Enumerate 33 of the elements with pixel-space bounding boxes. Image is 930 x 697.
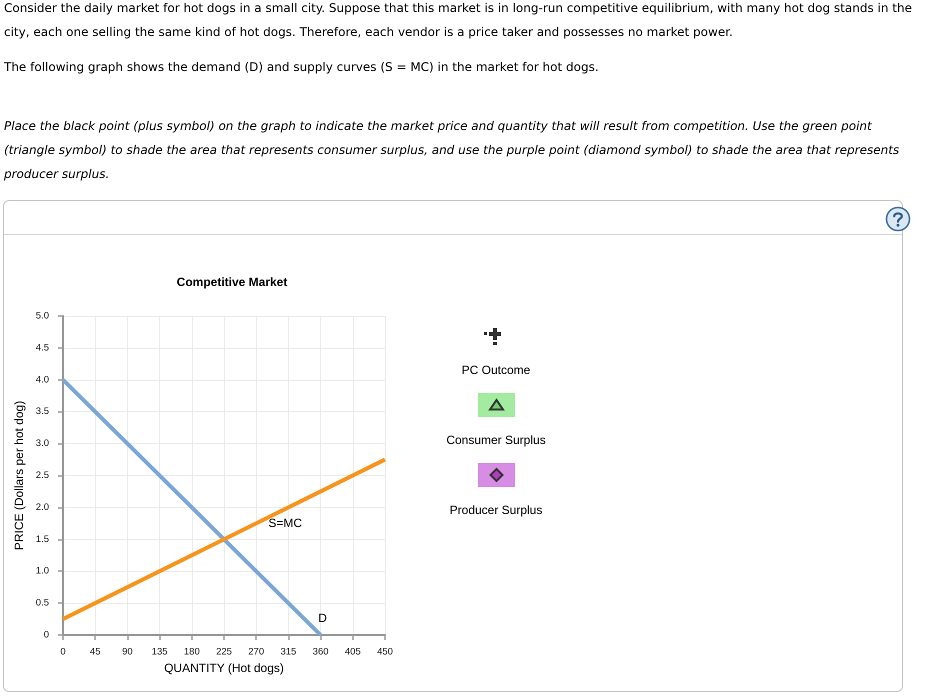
y-tick-label: 0 xyxy=(44,630,49,640)
x-tick-label: 90 xyxy=(122,646,133,658)
x-tick-label: 450 xyxy=(377,646,393,658)
x-tick-label: 135 xyxy=(152,646,168,658)
x-tick-label: 405 xyxy=(344,646,361,658)
text: Consider the daily market for hot dogs in a small city. Suppose that this market is in long-run competitive equilibrium, with many hot dog stands in the city, each one selling the same kind of hot dogs. Therefore, each vendor is a price taker and possesses no market power. xyxy=(4,0,913,40)
y-tick-label: 2.0 xyxy=(36,502,49,513)
text: Producer Surplus xyxy=(450,503,542,517)
y-tick-label: 3.5 xyxy=(36,406,49,418)
x-tick-label: 180 xyxy=(184,646,200,658)
y-tick-label: 0.5 xyxy=(36,598,49,609)
y-tick-label: 2.5 xyxy=(36,470,49,481)
x-tick-label: 315 xyxy=(280,646,296,658)
text: Consumer Surplus xyxy=(446,433,546,447)
x-tick-label: 225 xyxy=(216,646,232,658)
x-tick-label: 45 xyxy=(90,646,100,658)
x-axis-title: QUANTITY (Hot dogs) xyxy=(164,661,284,675)
y-tick-label: 4.0 xyxy=(36,374,49,386)
y-tick-label: 3.0 xyxy=(36,438,49,450)
y-tick-label: 4.5 xyxy=(36,342,49,354)
x-tick-label: 360 xyxy=(312,646,329,658)
series-label: S=MC xyxy=(268,516,302,530)
y-tick-label: 5.0 xyxy=(36,310,49,322)
y-axis-title: PRICE (Dollars per hot dog) xyxy=(12,400,26,550)
x-tick-label: 0 xyxy=(60,646,66,658)
y-tick-label: 1.0 xyxy=(36,566,49,577)
y-tick-label: 1.5 xyxy=(36,534,49,545)
series-label: D xyxy=(318,611,328,625)
text: Place the black point (plus symbol) on the graph to indicate the market price and quantity that will result from competition. Use the green point (triangle symbol) to shade the area that represents consumer surplus, and use the purple point (diamond symbol) to shade the area that represents producer surplus. xyxy=(4,118,900,183)
text: PC Outcome xyxy=(462,363,530,377)
text: The following graph shows the demand (D) and supply curves (S = MC) in the market for hot dogs. xyxy=(4,59,600,76)
x-tick-label: 270 xyxy=(248,646,264,658)
chart-title: Competitive Market xyxy=(176,275,288,289)
